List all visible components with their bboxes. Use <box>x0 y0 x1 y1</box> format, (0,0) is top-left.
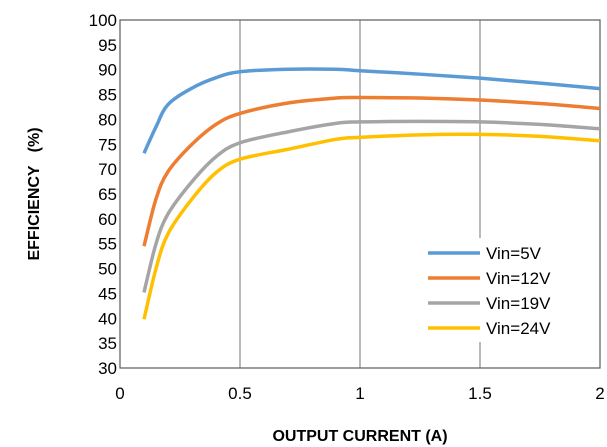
legend-label: Vin=12V <box>486 269 551 288</box>
series-layer <box>142 67 601 320</box>
x-tick-label: 0.5 <box>228 384 252 403</box>
legend-label: Vin=5V <box>486 244 542 263</box>
x-tick-label: 2 <box>595 384 604 403</box>
x-tick-label: 1 <box>355 384 364 403</box>
y-axis-title: EFFICIENCY (%) <box>26 127 43 260</box>
y-tick-label: 50 <box>98 260 117 279</box>
tick-layer: 30 35 40 45 50 55 60 65 70 75 80 85 90 95 100 0 0.5 1 1.5 2 <box>89 11 605 403</box>
y-tick-label: 95 <box>98 36 117 55</box>
y-tick-label: 85 <box>98 86 117 105</box>
y-tick-label: 45 <box>98 284 117 303</box>
series-line-3 <box>142 119 601 293</box>
series-line-2 <box>142 95 601 247</box>
plot-frame <box>119 19 601 369</box>
x-axis-title: OUTPUT CURRENT (A) <box>272 428 447 445</box>
y-tick-label: 70 <box>98 160 117 179</box>
legend: Vin=5V Vin=12V Vin=19V Vin=24V <box>418 238 598 342</box>
series-line-4 <box>142 132 601 320</box>
y-tick-label: 65 <box>98 185 117 204</box>
y-tick-label: 55 <box>98 235 117 254</box>
y-tick-label: 35 <box>98 334 117 353</box>
x-tick-label: 1.5 <box>468 384 492 403</box>
y-tick-label: 75 <box>98 135 117 154</box>
series-line-1 <box>142 67 601 154</box>
y-tick-label: 90 <box>98 61 117 80</box>
legend-label: Vin=24V <box>486 319 551 338</box>
y-tick-label: 80 <box>98 110 117 129</box>
y-tick-label: 40 <box>98 309 117 328</box>
legend-box <box>418 238 598 342</box>
x-tick-label: 0 <box>115 384 124 403</box>
y-tick-label: 60 <box>98 210 117 229</box>
y-tick-label: 30 <box>98 359 117 378</box>
legend-label: Vin=19V <box>486 294 551 313</box>
y-tick-label: 100 <box>89 11 117 30</box>
